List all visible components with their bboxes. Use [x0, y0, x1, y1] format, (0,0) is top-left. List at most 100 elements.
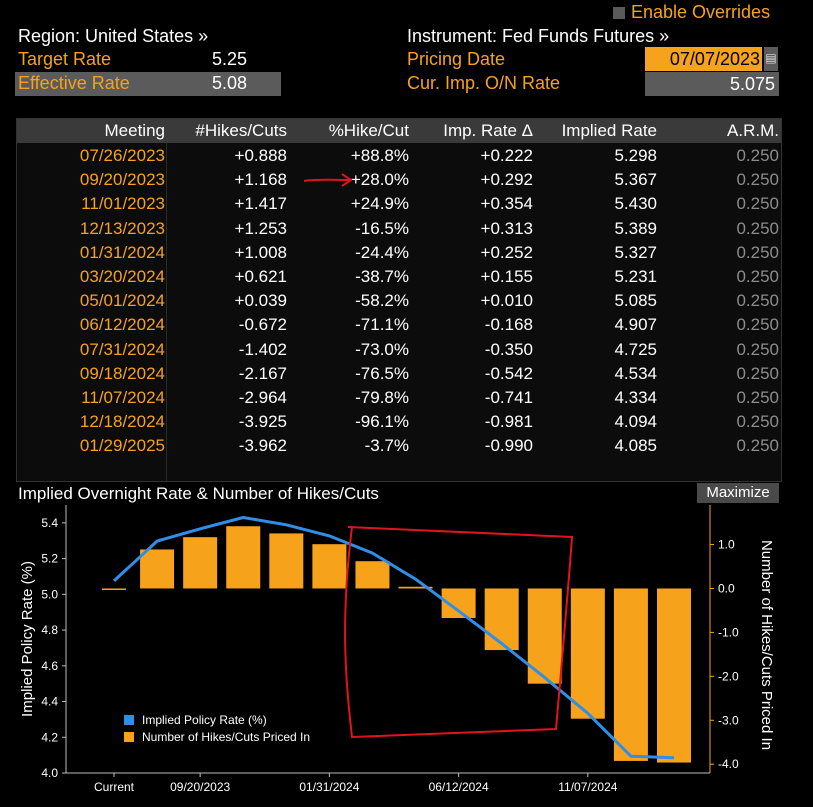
col-pct-hike-cut[interactable]: %Hike/Cut	[328, 121, 409, 140]
table-cell: 0.250	[736, 388, 779, 407]
pricing-date-input[interactable]: 07/07/2023	[645, 47, 762, 71]
legend-rate-swatch	[124, 715, 134, 725]
right-tick-label: -2.0	[718, 669, 739, 683]
table-cell: -58.2%	[355, 291, 409, 311]
table-cell: 0.250	[736, 194, 779, 214]
bar	[102, 588, 126, 590]
legend-hikes-swatch	[124, 732, 134, 742]
effective-rate-row	[15, 72, 281, 96]
table-cell: -0.350	[484, 339, 533, 359]
table-cell: +0.222	[480, 146, 533, 165]
table-cell: 09/20/2023	[79, 170, 165, 190]
table-cell: +0.010	[480, 291, 533, 311]
table-cell: 12/13/2023	[79, 218, 165, 238]
table-cell: -96.1%	[355, 412, 409, 432]
table-cell: 0.250	[736, 146, 779, 165]
table-row[interactable]: 07/31/2024 -1.402 -73.0% -0.350 4.725 0.250	[17, 339, 781, 363]
instrument-selector[interactable]: Instrument: Fed Funds Futures »	[407, 26, 670, 46]
table-cell: +0.155	[480, 267, 533, 286]
table-row[interactable]: 11/07/2024 -2.964 -79.8% -0.741 4.334 0.250	[17, 387, 781, 411]
table-cell: 5.085	[614, 291, 657, 311]
left-tick-label: 4.2	[41, 730, 58, 744]
col-implied-rate[interactable]: Implied Rate	[561, 121, 657, 140]
table-cell: 5.389	[614, 218, 657, 238]
table-cell: +0.354	[480, 194, 533, 214]
table-cell: -0.741	[484, 388, 533, 407]
col-arm[interactable]: A.R.M.	[727, 121, 779, 140]
table-cell: +1.168	[234, 170, 287, 190]
left-tick-label: 5.4	[41, 516, 58, 530]
table-cell: -24.4%	[355, 242, 409, 262]
left-tick-label: 4.0	[41, 766, 58, 780]
table-cell: +0.888	[234, 146, 287, 165]
table-cell: -3.925	[238, 412, 287, 432]
table-cell: -0.672	[238, 315, 287, 335]
right-tick-label: -4.0	[718, 757, 739, 771]
table-row[interactable]: 12/18/2024 -3.925 -96.1% -0.981 4.094 0.250	[17, 411, 781, 435]
table-cell: +88.8%	[350, 146, 409, 165]
bar	[355, 561, 390, 589]
left-tick-label: 5.0	[41, 587, 58, 601]
maximize-button[interactable]: Maximize	[697, 483, 779, 503]
table-cell: -0.168	[484, 315, 533, 335]
bar	[657, 588, 691, 763]
x-tick-label: 06/12/2024	[429, 780, 489, 794]
table-cell: 12/18/2024	[79, 412, 165, 432]
enable-overrides-checkbox[interactable]: Enable Overrides	[613, 2, 770, 23]
table-cell: -0.542	[484, 363, 533, 383]
table-cell: 5.430	[614, 194, 657, 214]
calendar-icon[interactable]: ▤	[764, 47, 778, 71]
table-cell: 01/31/2024	[79, 242, 165, 262]
table-cell: 0.250	[736, 170, 779, 190]
table-row[interactable]: 05/01/2024 +0.039 -58.2% +0.010 5.085 0.250	[17, 290, 781, 314]
table-row[interactable]: 06/12/2024 -0.672 -71.1% -0.168 4.907 0.250	[17, 314, 781, 338]
table-cell: 4.085	[614, 436, 657, 456]
checkbox-icon[interactable]	[613, 7, 625, 20]
table-cell: -3.7%	[364, 436, 409, 456]
x-tick-label: 01/31/2024	[299, 780, 359, 794]
table-row[interactable]: 12/13/2023 +1.253 -16.5% +0.313 5.389 0.250	[17, 218, 781, 242]
cur-imp-rate-label: Cur. Imp. O/N Rate	[407, 73, 561, 93]
cur-imp-rate-value: 5.075	[645, 72, 779, 96]
meetings-table: Meeting #Hikes/Cuts %Hike/Cut Imp. Rate …	[16, 118, 782, 482]
table-cell: 0.250	[736, 267, 779, 286]
region-selector[interactable]: Region: United States »	[18, 26, 209, 46]
table-row[interactable]: 01/29/2025 -3.962 -3.7% -0.990 4.085 0.250	[17, 435, 781, 459]
table-cell: -76.5%	[355, 363, 409, 383]
pricing-date-label: Pricing Date	[407, 49, 506, 69]
bar	[484, 588, 519, 651]
table-cell: 0.250	[736, 412, 779, 432]
table-cell: +1.008	[234, 242, 287, 262]
x-tick-label: 09/20/2023	[170, 780, 230, 794]
col-hikes-cuts[interactable]: #Hikes/Cuts	[195, 121, 287, 140]
col-imp-rate-delta[interactable]: Imp. Rate Δ	[443, 121, 533, 140]
target-rate-label: Target Rate	[18, 49, 112, 69]
table-cell: 03/20/2024	[79, 267, 165, 286]
table-cell: 4.334	[614, 388, 657, 407]
table-cell: -0.981	[484, 412, 533, 432]
table-cell: -2.964	[238, 388, 287, 407]
col-meeting[interactable]: Meeting	[104, 121, 165, 140]
table-row[interactable]: 09/20/2023 +1.168 +28.0% +0.292 5.367 0.250	[17, 169, 781, 193]
effective-rate-label: Effective Rate	[18, 73, 130, 93]
table-row[interactable]: 07/26/2023 +0.888 +88.8% +0.222 5.298 0.250	[17, 145, 781, 169]
right-tick-label: -3.0	[718, 713, 739, 727]
table-row[interactable]: 09/18/2024 -2.167 -76.5% -0.542 4.534 0.250	[17, 363, 781, 387]
table-row[interactable]: 01/31/2024 +1.008 -24.4% +0.252 5.327 0.250	[17, 242, 781, 266]
table-cell: 07/31/2024	[79, 339, 165, 359]
left-tick-label: 4.6	[41, 659, 58, 673]
table-cell: 4.094	[614, 412, 657, 432]
annotation-arrow	[303, 173, 353, 187]
legend-rate-label: Implied Policy Rate (%)	[142, 713, 267, 727]
left-tick-label: 4.8	[41, 623, 58, 637]
right-tick-label: 0.0	[718, 581, 735, 595]
table-cell: -71.1%	[355, 315, 409, 335]
table-cell: -16.5%	[355, 218, 409, 238]
table-cell: 0.250	[736, 291, 779, 311]
table-row[interactable]: 11/01/2023 +1.417 +24.9% +0.354 5.430 0.250	[17, 193, 781, 217]
table-row[interactable]: 03/20/2024 +0.621 -38.7% +0.155 5.231 0.250	[17, 266, 781, 290]
table-cell: +1.417	[234, 194, 287, 214]
table-cell: +24.9%	[350, 194, 409, 214]
table-cell: 4.725	[614, 339, 657, 359]
annotation-box	[344, 526, 573, 739]
